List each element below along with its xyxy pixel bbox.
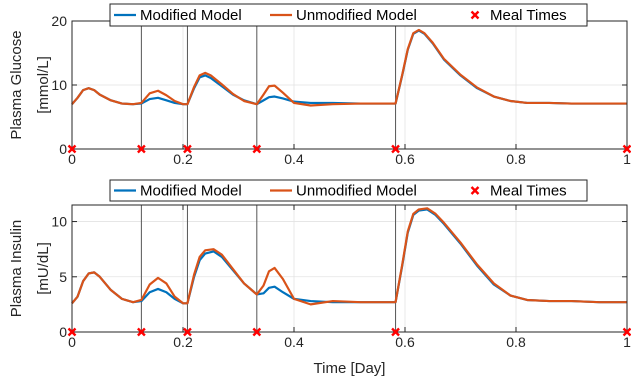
legend-label: Unmodified Model <box>296 7 417 24</box>
y-axis-label: Plasma Insulin <box>8 220 25 318</box>
series-line-unmodified-model <box>71 28 627 107</box>
series-line-unmodified-model <box>71 207 627 306</box>
legend-entry: Meal Times <box>470 183 567 200</box>
legend-entry: Modified Model <box>114 183 242 200</box>
axes-box <box>71 204 628 333</box>
x-tick-label: 0.6 <box>395 151 415 167</box>
y-tick-label: 20 <box>51 13 67 29</box>
meal-time-marker <box>252 144 262 154</box>
legend: Modified Model Unmodified Model Meal Times <box>109 179 588 202</box>
legend-label: Modified Model <box>140 183 242 200</box>
legend-box <box>109 179 588 202</box>
meal-time-marker <box>137 327 146 337</box>
plot-area <box>72 205 627 332</box>
x-axis-label: Time [Day] <box>314 360 386 377</box>
meal-marker-stroke <box>622 327 631 337</box>
y-tick-label: 0 <box>59 141 67 157</box>
legend-label: Modified Model <box>140 7 242 24</box>
y-axis-label: [mU/dL] <box>35 242 52 295</box>
x-tick-label: 0.4 <box>284 151 304 167</box>
meal-time-marker <box>622 327 631 337</box>
legend-box <box>109 3 588 27</box>
x-tick-label: 0 <box>68 334 76 350</box>
legend-entry: Unmodified Model <box>270 183 417 200</box>
legend-label: Unmodified Model <box>296 183 417 200</box>
meal-marker-stroke <box>137 327 146 337</box>
x-tick-label: 0.8 <box>506 151 526 167</box>
meal-marker-stroke <box>622 144 631 154</box>
y-axis-label: [mmol/L] <box>35 56 52 114</box>
x-tick-label: 0.2 <box>173 334 193 350</box>
y-tick-label: 0 <box>59 324 67 340</box>
x-tick-label: 0 <box>68 151 76 167</box>
y-axis-label: Plasma Glucose <box>8 30 25 139</box>
meal-time-marker <box>252 327 262 337</box>
meal-time-marker <box>183 144 192 154</box>
x-tick-label: 0.8 <box>506 334 526 350</box>
x-tick-label: 0.2 <box>173 151 193 167</box>
legend-entry: Meal Times <box>470 7 567 24</box>
x-tick-label: 0.4 <box>284 334 304 350</box>
meal-marker-stroke <box>391 144 400 154</box>
legend-entry: Unmodified Model <box>270 7 417 24</box>
y-tick-label: 10 <box>51 214 67 230</box>
y-tick-label: 5 <box>59 269 67 285</box>
meal-marker-stroke <box>67 327 77 337</box>
x-tick-label: 0.6 <box>395 334 415 350</box>
meal-marker-stroke <box>391 327 400 337</box>
y-tick-label: 10 <box>51 77 67 93</box>
legend-label: Meal Times <box>490 7 567 24</box>
meal-marker-stroke <box>252 144 262 154</box>
legend-swatch <box>470 10 480 20</box>
meal-marker-stroke <box>252 327 262 337</box>
meal-marker-stroke <box>183 144 192 154</box>
meal-time-marker <box>67 327 77 337</box>
meal-time-marker <box>183 327 192 337</box>
meal-time-marker <box>622 144 631 154</box>
x-tick-label: 1 <box>623 334 631 350</box>
legend-swatch <box>470 186 480 195</box>
meal-time-marker <box>67 144 77 154</box>
meal-time-marker <box>137 144 146 154</box>
meal-marker-stroke <box>137 144 146 154</box>
x-tick-label: 1 <box>623 151 631 167</box>
meal-time-marker <box>391 327 400 337</box>
meal-marker-stroke <box>183 327 192 337</box>
meal-marker-stroke <box>67 144 77 154</box>
meal-time-marker <box>391 144 400 154</box>
legend-entry: Modified Model <box>114 7 242 24</box>
legend: Modified Model Unmodified Model Meal Times <box>109 3 588 27</box>
legend-label: Meal Times <box>490 183 567 200</box>
